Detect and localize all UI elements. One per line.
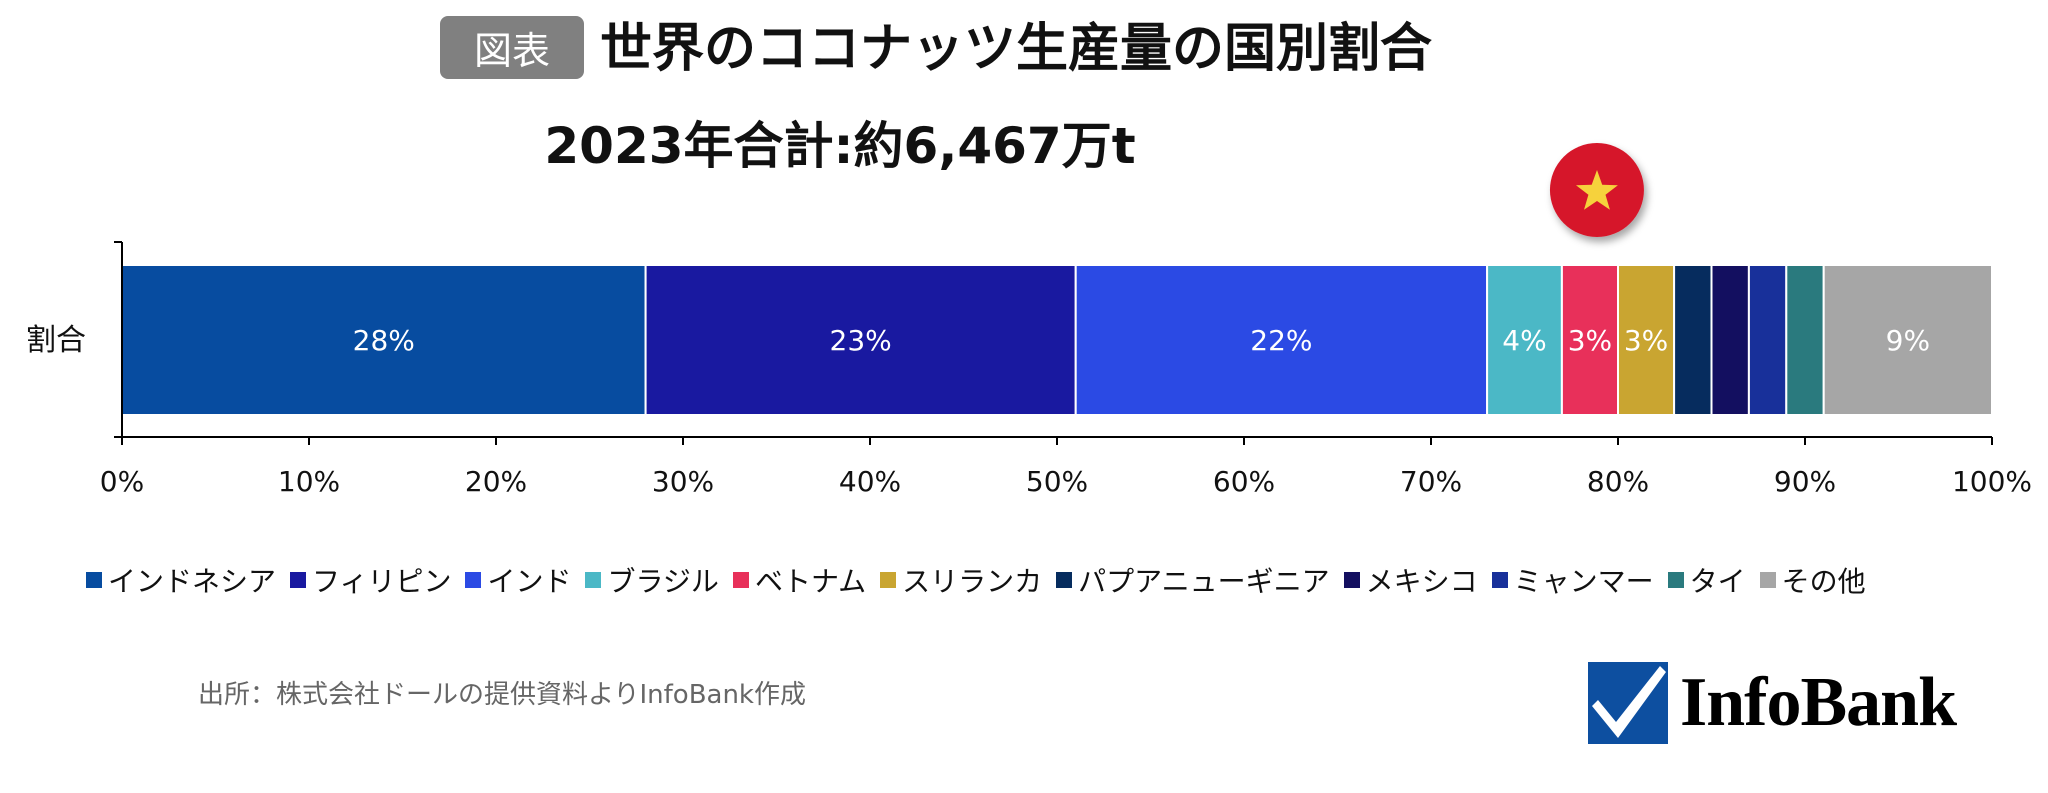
x-tick-label: 20% — [465, 465, 527, 498]
x-tick-label: 30% — [652, 465, 714, 498]
x-tick-label: 50% — [1026, 465, 1088, 498]
legend-label: スリランカ — [902, 565, 1043, 598]
legend-swatch — [732, 572, 749, 588]
x-tick-label: 80% — [1587, 465, 1649, 498]
data-label: 23% — [830, 324, 892, 357]
legend-label: インド — [487, 565, 572, 598]
x-tick-label: 10% — [278, 465, 340, 498]
x-tick-label: 60% — [1213, 465, 1275, 498]
legend-label: ミャンマー — [1513, 565, 1654, 598]
legend-item: インド — [465, 560, 571, 600]
data-label: 28% — [353, 324, 415, 357]
logo-text: InfoBank — [1680, 664, 1957, 741]
checkmark-logo-icon — [1588, 662, 1668, 744]
legend-swatch — [880, 572, 897, 588]
legend-item: スリランカ — [880, 560, 1042, 600]
legend-swatch — [465, 572, 482, 588]
legend-item: パプアニューギニア — [1056, 560, 1330, 600]
chart-subtitle: 2023年合計:約6,467万t — [544, 117, 1136, 175]
legend-label: フィリピン — [312, 565, 452, 598]
bar-segment-6 — [1673, 264, 1713, 416]
bar-segment-3 — [1486, 264, 1563, 416]
legend-item: ベトナム — [732, 560, 867, 600]
bar-segment-1 — [644, 264, 1077, 416]
legend-swatch — [1667, 572, 1684, 588]
legend-swatch — [1056, 572, 1073, 588]
stacked-bar-chart: 28% 23% 22% 4% 3% 3% 9% 割合 0% 10% 20% 30% 40% 50% 60%… — [26, 143, 2032, 498]
bar-segment-7 — [1710, 264, 1750, 416]
legend-label: インドネシア — [108, 565, 277, 598]
legend-swatch — [1491, 572, 1508, 588]
legend-label: メキシコ — [1365, 565, 1478, 598]
bar-segment-5 — [1617, 264, 1676, 416]
legend-item: ミャンマー — [1491, 560, 1654, 600]
legend-swatch — [1343, 572, 1360, 588]
chart-title: 世界のココナッツ生産量の国別割合 — [600, 19, 1433, 79]
x-tick-label: 90% — [1774, 465, 1836, 498]
chart-legend: インドネシア フィリピン インド ブラジル ベトナム スリランカ パプアニューギニア メキシコ… — [86, 560, 2026, 600]
legend-item: ブラジル — [585, 560, 719, 600]
bar-segment-10 — [1822, 264, 1993, 416]
bar-segment-4 — [1560, 264, 1620, 416]
star-icon — [1576, 170, 1618, 210]
legend-label: ブラジル — [607, 565, 719, 598]
vietnam-flag-icon — [1549, 143, 1644, 237]
figure-badge: 図表 — [440, 16, 584, 79]
legend-swatch — [1759, 572, 1776, 588]
x-tick-label: 40% — [839, 465, 901, 498]
source-note: 出所：株式会社ドールの提供資料よりInfoBank作成 — [198, 680, 806, 710]
legend-label: ベトナム — [754, 565, 867, 598]
legend-swatch — [585, 572, 602, 588]
bar-segment-9 — [1785, 264, 1825, 416]
category-label: 割合 — [26, 323, 86, 358]
x-tick-label: 100% — [1952, 465, 2032, 498]
bar-segment-8 — [1747, 264, 1788, 416]
legend-item: フィリピン — [290, 560, 451, 600]
legend-item: メキシコ — [1343, 560, 1478, 600]
x-tick-label: 70% — [1400, 465, 1462, 498]
data-label: 22% — [1250, 324, 1312, 357]
data-label: 4% — [1502, 324, 1546, 357]
infobank-logo: InfoBank — [1588, 660, 1957, 746]
data-label: 3% — [1568, 324, 1612, 357]
legend-label: パプアニューギニア — [1078, 565, 1330, 598]
data-label: 3% — [1624, 324, 1668, 357]
legend-label: その他 — [1781, 565, 1866, 598]
legend-item: その他 — [1759, 560, 1866, 600]
data-label: 9% — [1886, 324, 1930, 357]
x-tick-label: 0% — [100, 465, 144, 498]
bar-segment-0 — [121, 264, 647, 416]
legend-label: タイ — [1689, 565, 1746, 598]
legend-swatch — [290, 572, 307, 588]
legend-swatch — [86, 572, 102, 588]
legend-item: タイ — [1667, 560, 1746, 600]
legend-item: インドネシア — [86, 560, 276, 600]
bar-segment-2 — [1074, 264, 1489, 416]
